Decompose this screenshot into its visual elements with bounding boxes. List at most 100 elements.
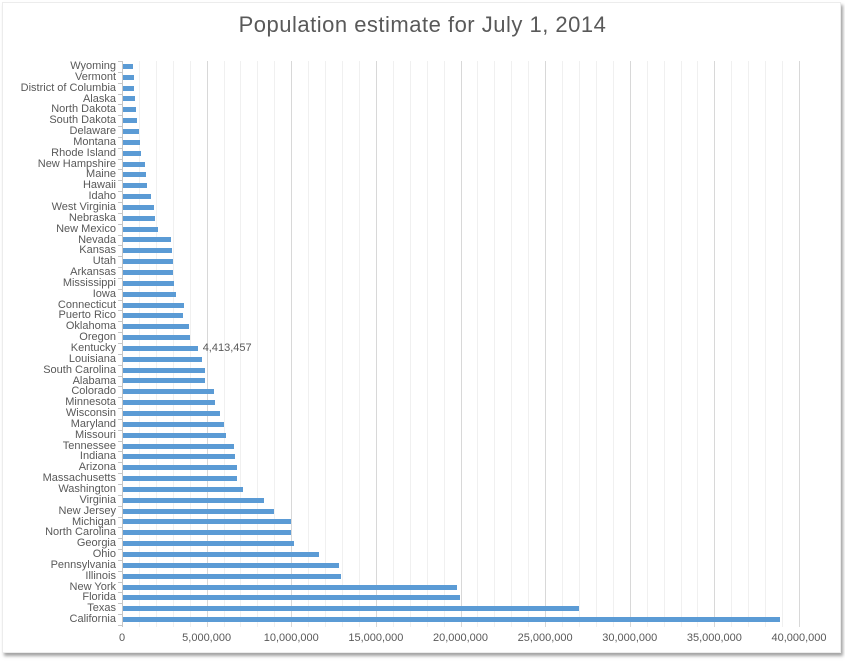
y-axis-tick [118, 191, 122, 193]
bar [123, 129, 139, 134]
y-axis-label: Virginia [79, 493, 117, 506]
y-axis-label: Oregon [79, 331, 116, 344]
bar [123, 454, 235, 460]
minor-gridline [646, 61, 648, 627]
y-axis-label: North Dakota [51, 103, 116, 116]
x-axis-label: 0 [118, 632, 126, 644]
minor-gridline [426, 61, 428, 627]
bar [123, 562, 340, 568]
y-axis-tick [118, 418, 122, 420]
y-axis-label: Connecticut [57, 298, 116, 311]
y-axis-label: Kentucky [70, 342, 116, 354]
y-axis-label: Wisconsin [65, 407, 116, 420]
chart-title: Population estimate for July 1, 2014 [238, 12, 607, 37]
x-axis-label: 25,000,000 [517, 632, 573, 644]
y-axis-tick [118, 527, 122, 529]
bar [123, 552, 320, 557]
bar [123, 302, 184, 308]
minor-gridline [325, 61, 327, 627]
y-axis-tick [118, 386, 122, 388]
y-axis-tick [118, 158, 122, 160]
minor-gridline [663, 61, 665, 627]
minor-gridline [172, 61, 174, 627]
minor-gridline [155, 61, 157, 627]
major-gridline [206, 61, 208, 627]
y-axis-label: Vermont [75, 70, 116, 83]
y-axis-label: Nevada [78, 233, 116, 246]
minor-gridline [392, 61, 394, 627]
minor-gridline [477, 61, 479, 627]
bar [123, 595, 460, 601]
bar [123, 204, 155, 210]
y-axis-label: Ohio [92, 548, 116, 561]
bar [123, 270, 174, 275]
y-axis-label: Mississippi [62, 276, 116, 289]
y-axis-label: Hawaii [82, 179, 116, 192]
y-axis-tick [118, 234, 122, 236]
major-gridline [799, 61, 800, 627]
minor-gridline [240, 61, 242, 627]
y-axis-tick [118, 397, 122, 399]
y-axis-tick [118, 310, 122, 312]
y-axis-tick [118, 429, 122, 431]
y-axis-tick [118, 614, 122, 616]
minor-gridline [562, 61, 564, 627]
minor-gridline [697, 61, 699, 627]
y-axis-tick [118, 462, 122, 464]
x-axis-label: 15,000,000 [348, 632, 404, 644]
y-axis-tick [118, 288, 122, 290]
y-axis-tick [118, 353, 122, 355]
y-axis-tick [118, 592, 122, 594]
minor-gridline [782, 61, 784, 627]
y-axis-label: Maryland [70, 417, 116, 430]
bar [123, 194, 151, 200]
bar [123, 421, 225, 427]
y-axis-label: Arizona [78, 461, 116, 474]
minor-gridline [342, 61, 344, 627]
major-gridline [714, 61, 716, 627]
y-axis-label: Massachusetts [42, 472, 116, 485]
y-axis-label: District of Columbia [20, 81, 116, 94]
minor-gridline [680, 61, 682, 627]
bar [123, 237, 172, 243]
minor-gridline [409, 61, 411, 627]
y-axis-tick [118, 570, 122, 572]
y-axis-tick [118, 516, 122, 518]
y-axis-label: Alaska [82, 92, 116, 105]
y-axis-label: Tennessee [62, 439, 116, 452]
y-axis-tick [118, 245, 122, 247]
y-axis-tick [118, 581, 122, 583]
y-axis-tick [118, 267, 122, 269]
y-axis-tick [118, 202, 122, 203]
y-axis-tick [118, 256, 122, 258]
bar [123, 215, 155, 221]
bar [123, 508, 275, 514]
bar [123, 183, 148, 189]
y-axis-label: West Virginia [51, 201, 116, 213]
y-axis-label: Michigan [71, 515, 116, 528]
minor-gridline [511, 61, 513, 627]
y-axis-tick [118, 180, 122, 182]
y-axis-label: South Dakota [49, 114, 116, 127]
bar [123, 389, 214, 395]
bar [123, 367, 205, 373]
bar [123, 259, 173, 265]
x-axis-label: 10,000,000 [263, 632, 319, 644]
bar [123, 541, 294, 547]
bar [123, 476, 238, 482]
y-axis-tick [118, 473, 122, 475]
y-axis-tick [118, 212, 122, 214]
y-axis-tick [118, 549, 122, 551]
y-axis-tick [118, 484, 122, 485]
y-axis-label: Washington [58, 483, 116, 495]
y-axis-label: New York [69, 580, 116, 593]
minor-gridline [578, 61, 580, 627]
y-axis-label: Texas [87, 602, 116, 615]
y-axis-tick [118, 603, 122, 605]
bar [123, 465, 237, 471]
bar [123, 335, 191, 341]
y-axis-tick [118, 440, 122, 442]
minor-gridline [257, 61, 259, 627]
y-axis-tick [118, 126, 122, 128]
y-axis-tick [118, 321, 122, 323]
